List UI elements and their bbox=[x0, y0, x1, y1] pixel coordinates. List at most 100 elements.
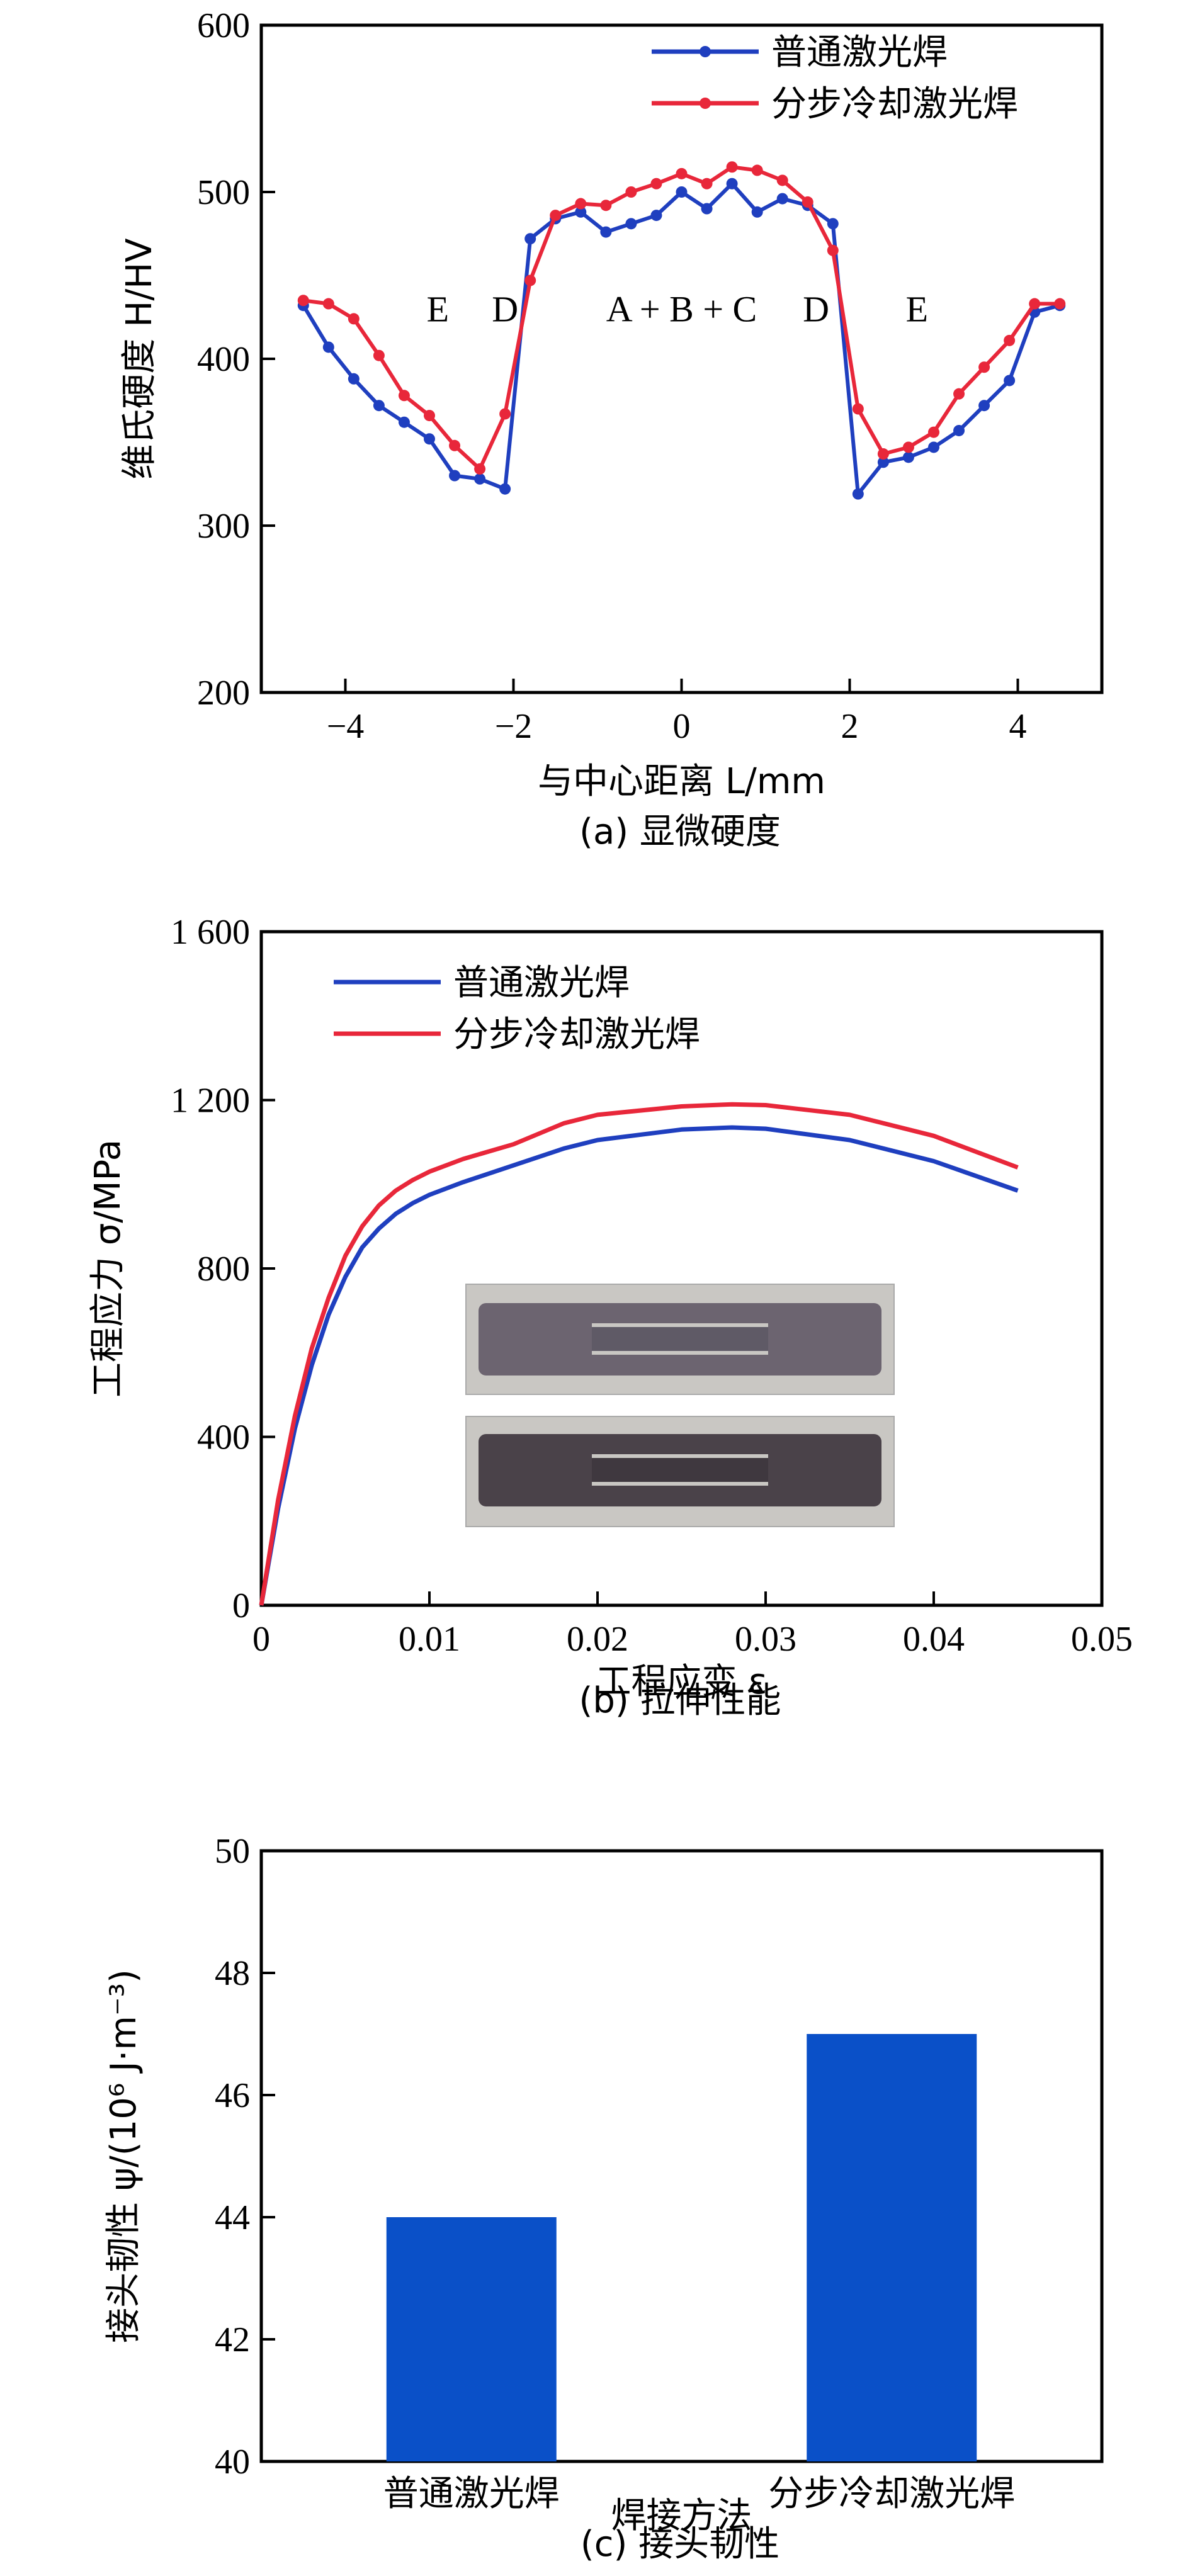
data-point bbox=[928, 441, 939, 453]
data-point bbox=[575, 206, 587, 218]
specimen-top-gauge bbox=[592, 1327, 768, 1351]
data-point bbox=[1054, 298, 1066, 310]
data-point bbox=[398, 416, 410, 428]
x-tick-label: 4 bbox=[1009, 707, 1027, 746]
x-tick-label: −2 bbox=[495, 707, 533, 746]
specimen-bottom-gauge bbox=[592, 1458, 768, 1482]
data-point bbox=[978, 400, 990, 412]
data-point bbox=[524, 274, 536, 286]
y-axis-label: 工程应力 σ/MPa bbox=[88, 1139, 128, 1398]
x-tick-label: 分步冷却激光焊 bbox=[768, 2473, 1015, 2514]
data-point bbox=[424, 410, 435, 422]
x-tick-label: 0.04 bbox=[903, 1620, 965, 1659]
zone-label: A + B + C bbox=[606, 289, 757, 330]
legend-label: 普通激光焊 bbox=[453, 963, 630, 1003]
zone-label: E bbox=[906, 289, 928, 330]
data-point bbox=[474, 463, 486, 475]
plot-area: 200 300 400 500 600 −4 −2 0 2 4 维氏硬度 H/HV 与中心距离 L/m… bbox=[119, 6, 1104, 802]
data-point bbox=[827, 244, 839, 256]
x-tick-label: 0.01 bbox=[399, 1620, 460, 1659]
data-point bbox=[852, 488, 864, 500]
data-point bbox=[373, 349, 385, 361]
data-point bbox=[751, 164, 763, 176]
data-point bbox=[474, 473, 486, 485]
data-point bbox=[776, 174, 788, 186]
y-tick-label: 46 bbox=[215, 2076, 250, 2115]
data-point bbox=[600, 226, 612, 238]
y-tick-label: 400 bbox=[197, 340, 250, 379]
chart-tensile: 0 400 800 1 200 1 600 0 0.01 0.02 0.03 0.04 0.05 工程… bbox=[88, 913, 1133, 1721]
y-axis-label: 接头韧性 ψ/(10⁶ J·m⁻³) bbox=[103, 1969, 144, 2343]
series-line-1 bbox=[259, 1125, 1019, 1606]
data-point bbox=[953, 424, 965, 436]
x-tick-label: −4 bbox=[327, 707, 365, 746]
y-axis-label: 维氏硬度 H/HV bbox=[119, 238, 160, 479]
x-tick-label: 2 bbox=[841, 707, 859, 746]
chart-toughness: 40 42 44 46 48 50 接头韧性 ψ/(10⁶ J·m⁻³) 焊接方法 普通激光焊 分… bbox=[103, 1832, 1104, 2565]
data-point bbox=[650, 178, 662, 189]
x-tick-label: 0.02 bbox=[567, 1620, 628, 1659]
x-tick-label: 0.03 bbox=[735, 1620, 796, 1659]
caption: (b) 拉伸性能 bbox=[579, 1680, 781, 1721]
specimen-photo bbox=[465, 1284, 895, 1527]
bar bbox=[386, 2217, 557, 2461]
y-tick-label: 0 bbox=[232, 1586, 250, 1625]
y-tick-label: 400 bbox=[197, 1418, 250, 1457]
y-tick-label: 300 bbox=[197, 507, 250, 546]
y-tick-label: 48 bbox=[215, 1954, 250, 1993]
data-point bbox=[575, 198, 587, 210]
data-point bbox=[676, 186, 688, 198]
legend-marker bbox=[700, 98, 711, 109]
y-tick-label: 600 bbox=[197, 6, 250, 45]
data-point bbox=[499, 483, 511, 495]
y-tick-label: 42 bbox=[215, 2320, 250, 2359]
x-axis-label: 与中心距离 L/mm bbox=[538, 761, 825, 802]
data-point bbox=[322, 298, 334, 310]
data-point bbox=[625, 218, 637, 230]
y-tick-label: 200 bbox=[197, 674, 250, 713]
data-point bbox=[852, 403, 864, 415]
data-point bbox=[953, 388, 965, 400]
data-point bbox=[499, 408, 511, 420]
zone-label: D bbox=[803, 289, 829, 330]
data-point bbox=[928, 426, 939, 438]
plot-area: 40 42 44 46 48 50 接头韧性 ψ/(10⁶ J·m⁻³) 焊接方法 普通激光焊 分… bbox=[103, 1832, 1104, 2536]
series-line-1 bbox=[302, 181, 1061, 496]
zone-label: E bbox=[427, 289, 449, 330]
chart-microhardness: 200 300 400 500 600 −4 −2 0 2 4 维氏硬度 H/HV 与中心距离 L/m… bbox=[119, 6, 1104, 852]
y-tick-label: 50 bbox=[215, 1832, 250, 1871]
legend-label: 普通激光焊 bbox=[771, 32, 948, 73]
legend-label: 分步冷却激光焊 bbox=[453, 1014, 700, 1055]
data-point bbox=[600, 200, 612, 212]
data-point bbox=[1004, 334, 1016, 346]
data-point bbox=[449, 470, 461, 482]
data-point bbox=[625, 186, 637, 198]
data-point bbox=[978, 361, 990, 373]
data-point bbox=[1029, 298, 1041, 310]
bar bbox=[807, 2034, 977, 2461]
zone-label: D bbox=[492, 289, 518, 330]
data-point bbox=[373, 400, 385, 412]
data-point bbox=[902, 451, 914, 463]
data-point bbox=[322, 341, 334, 353]
plot-area: 0 400 800 1 200 1 600 0 0.01 0.02 0.03 0.04 0.05 工程… bbox=[88, 913, 1133, 1702]
data-point bbox=[348, 313, 360, 325]
data-point bbox=[877, 448, 889, 460]
data-point bbox=[449, 439, 461, 451]
data-point bbox=[348, 373, 360, 385]
data-point bbox=[877, 456, 889, 468]
plot-frame bbox=[259, 23, 1104, 694]
y-tick-label: 44 bbox=[215, 2198, 250, 2237]
series-line-2 bbox=[259, 1102, 1019, 1606]
data-point bbox=[902, 441, 914, 453]
x-axis-label: 工程应变 ε bbox=[596, 1661, 767, 1702]
y-tick-label: 800 bbox=[197, 1250, 250, 1289]
legend-label: 分步冷却激光焊 bbox=[771, 84, 1018, 125]
data-point bbox=[701, 178, 713, 189]
data-point bbox=[751, 206, 763, 218]
x-tick-label: 0 bbox=[252, 1620, 270, 1659]
data-point bbox=[827, 218, 839, 230]
y-tick-label: 40 bbox=[215, 2443, 250, 2482]
x-tick-label: 0 bbox=[673, 707, 691, 746]
data-point bbox=[398, 390, 410, 402]
